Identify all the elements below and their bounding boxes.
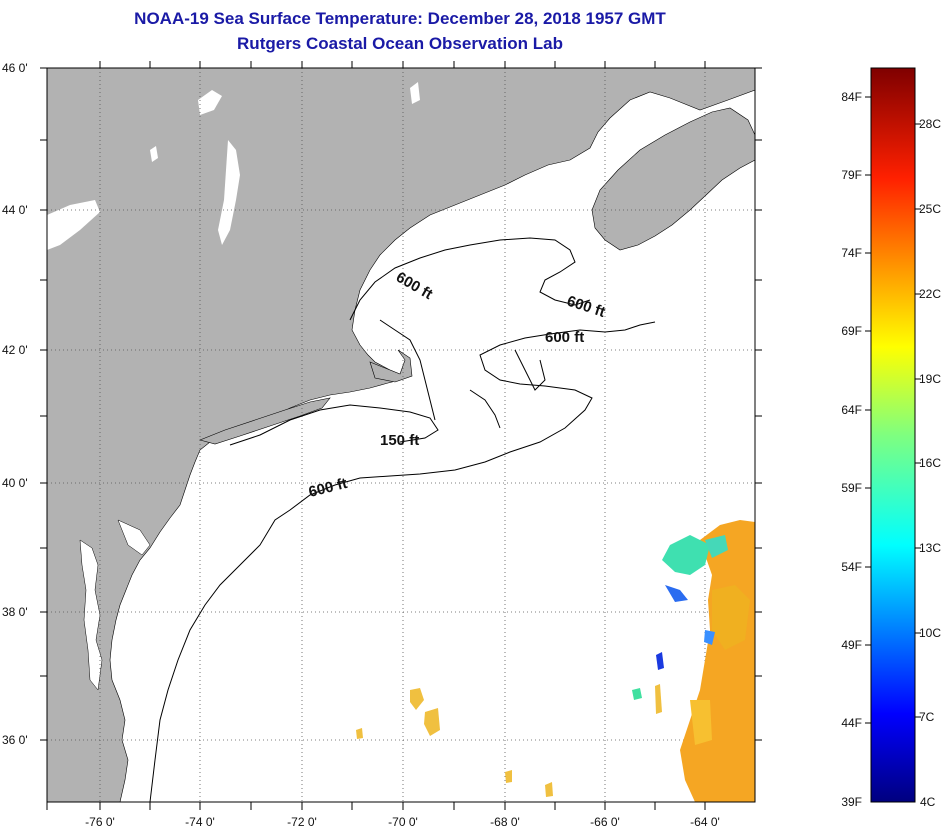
colorbar-label-79f: 79F: [841, 168, 862, 182]
lat-label-42: 42 0': [2, 343, 28, 357]
lon-label-66: -66 0': [590, 815, 620, 829]
colorbar-label-22c: 22C: [919, 287, 941, 301]
lat-label-46: 46 0': [2, 61, 28, 75]
sst-data-overlay: [356, 520, 755, 802]
lat-label-36: 36 0': [2, 733, 28, 747]
contour-label-150ft: 150 ft: [380, 432, 419, 449]
colorbar-label-16c: 16C: [919, 456, 941, 470]
lat-label-38: 38 0': [2, 605, 28, 619]
colorbar-label-39f: 39F: [841, 795, 862, 809]
contour-label-600ft-georges-bank: 600 ft: [545, 329, 584, 346]
lon-label-72: -72 0': [287, 815, 317, 829]
lake-small-2: [150, 146, 158, 162]
lat-label-44: 44 0': [2, 203, 28, 217]
land-long-island: [199, 397, 331, 445]
colorbar-label-44f: 44F: [841, 716, 862, 730]
lake-ontario: [47, 200, 100, 250]
colorbar-label-10c: 10C: [919, 626, 941, 640]
colorbar-label-59f: 59F: [841, 481, 862, 495]
colorbar-label-69f: 69F: [841, 324, 862, 338]
colorbar-label-28c: 28C: [919, 117, 941, 131]
map-title: NOAA-19 Sea Surface Temperature: Decembe…: [134, 9, 666, 28]
map-frame: [46, 67, 756, 803]
colorbar-label-13c: 13C: [919, 541, 941, 555]
lon-label-74: -74 0': [185, 815, 215, 829]
lon-label-76: -76 0': [85, 815, 115, 829]
lon-label-68: -68 0': [490, 815, 520, 829]
colorbar-label-64f: 64F: [841, 403, 862, 417]
colorbar-ticks: [865, 96, 921, 724]
lake-champlain: [218, 140, 240, 245]
temperature-colorbar: [870, 67, 916, 803]
colorbar-label-49f: 49F: [841, 638, 862, 652]
lake-north: [198, 90, 222, 115]
latitude-axis: [40, 67, 762, 741]
longitude-axis: [46, 61, 706, 810]
colorbar-label-74f: 74F: [841, 246, 862, 260]
delaware-bay: [117, 519, 151, 556]
lat-label-40: 40 0': [2, 476, 28, 490]
colorbar-label-25c: 25C: [919, 202, 941, 216]
lon-label-70: -70 0': [388, 815, 418, 829]
colorbar-label-19c: 19C: [919, 372, 941, 386]
colorbar-label-84f: 84F: [841, 90, 862, 104]
chesapeake-bay: [79, 539, 103, 691]
colorbar-label-7c: 7C: [919, 710, 935, 724]
land-cape-cod: [369, 349, 413, 383]
lake-small-1: [410, 82, 420, 104]
land-mainland: [47, 68, 755, 802]
map-subtitle: Rutgers Coastal Ocean Observation Lab: [237, 34, 563, 53]
bathymetry-contours: [149, 237, 656, 803]
lon-label-64: -64 0': [690, 815, 720, 829]
colorbar-label-4c: 4C: [920, 795, 936, 809]
colorbar-label-54f: 54F: [841, 560, 862, 574]
land-nova-scotia: [591, 107, 755, 251]
